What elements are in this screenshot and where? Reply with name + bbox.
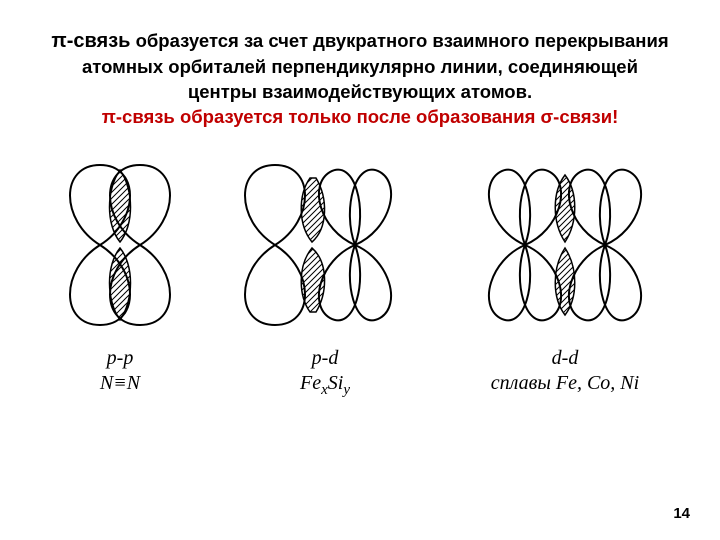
diagram-pd: p-d FexSiy xyxy=(220,150,430,400)
page-number: 14 xyxy=(673,505,690,522)
orbital-pd xyxy=(220,150,430,340)
diagram-row: p-p N≡N xyxy=(0,140,720,400)
diagram-pp: p-p N≡N xyxy=(40,150,200,396)
caption-pp: p-p N≡N xyxy=(100,346,140,396)
pi-emph: π-связь xyxy=(51,30,130,52)
caption-pp-example: N≡N xyxy=(100,371,140,396)
heading-rest: образуется за счет двукратного взаимного… xyxy=(82,30,669,102)
caption-pd-type: p-d xyxy=(300,346,350,371)
heading-line2: π-связь образуется только после образова… xyxy=(102,106,619,127)
heading-line1: π-связь образуется за счет двукратного в… xyxy=(51,30,668,102)
caption-dd: d-d сплавы Fe, Co, Ni xyxy=(491,346,639,396)
caption-pd: p-d FexSiy xyxy=(300,346,350,400)
orbital-pp xyxy=(40,150,200,340)
diagram-dd: d-d сплавы Fe, Co, Ni xyxy=(450,150,680,396)
caption-dd-example: сплавы Fe, Co, Ni xyxy=(491,371,639,396)
heading-block: π-связь образуется за счет двукратного в… xyxy=(0,0,720,140)
caption-dd-type: d-d xyxy=(491,346,639,371)
caption-pd-example: FexSiy xyxy=(300,371,350,400)
orbital-dd xyxy=(450,150,680,340)
caption-pp-type: p-p xyxy=(100,346,140,371)
